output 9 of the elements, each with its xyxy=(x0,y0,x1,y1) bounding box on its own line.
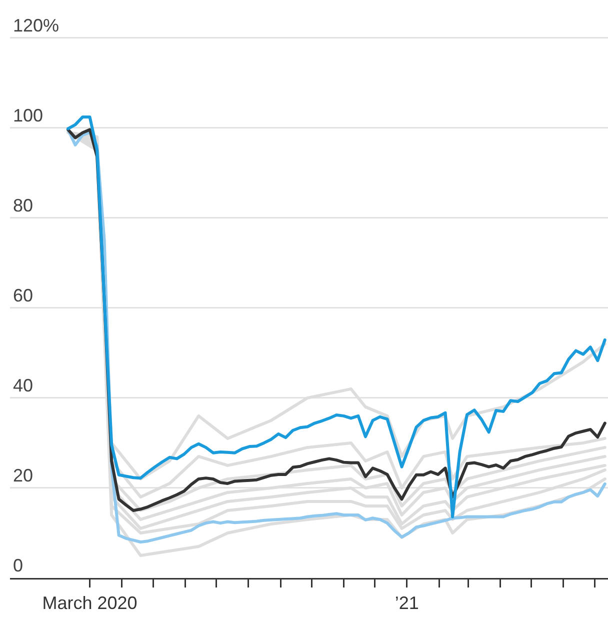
y-tick-label: 100 xyxy=(13,106,44,126)
y-tick-label: 20 xyxy=(13,466,34,486)
y-tick-label: 60 xyxy=(13,286,34,306)
y-tick-label: 40 xyxy=(13,376,34,396)
x-tick-label: ’21 xyxy=(394,593,419,614)
x-tick-label: March 2020 xyxy=(42,593,138,614)
y-tick-label: 120% xyxy=(13,16,60,36)
y-tick-label: 0 xyxy=(13,556,24,576)
y-tick-label: 80 xyxy=(13,196,34,216)
